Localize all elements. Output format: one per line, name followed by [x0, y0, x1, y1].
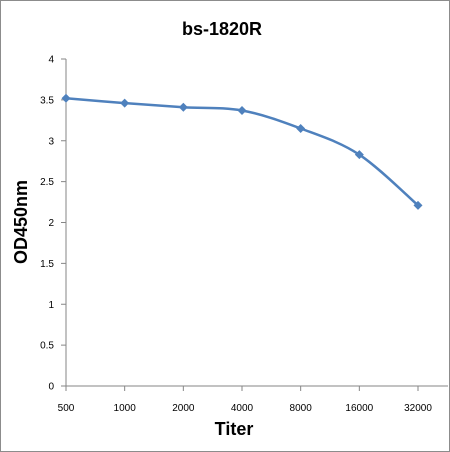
y-tick-label: 1.5	[40, 259, 54, 270]
plot-area: 0 0.5 1 1.5 2 2.5 3 3.5 4 500 1000 2000 4000 8000 1600…	[40, 55, 448, 414]
y-tick-label: 2	[48, 218, 54, 229]
data-point-marker	[178, 102, 188, 112]
data-point-marker	[354, 150, 364, 160]
y-tick-label: 0	[48, 382, 54, 393]
x-tick-label: 500	[58, 403, 75, 414]
y-tick-label: 1	[48, 300, 54, 311]
chart-title: bs-1820R	[182, 19, 262, 39]
x-tick-label: 8000	[290, 403, 313, 414]
y-axis-title: OD450nm	[11, 180, 31, 264]
x-tick-label: 4000	[231, 403, 254, 414]
x-tick-label: 32000	[404, 403, 432, 414]
data-point-marker	[237, 106, 247, 116]
y-tick-label: 4	[48, 55, 54, 66]
x-tick-label: 1000	[114, 403, 137, 414]
x-axis-title: Titer	[215, 419, 254, 439]
y-tick-label: 3	[48, 136, 54, 147]
data-point-marker	[296, 123, 306, 133]
data-point-marker	[61, 93, 71, 103]
y-tick-label: 3.5	[40, 95, 54, 106]
data-point-marker	[120, 98, 130, 108]
y-tick-label: 2.5	[40, 177, 54, 188]
x-tick-label: 16000	[345, 403, 373, 414]
data-point-marker	[413, 200, 423, 210]
x-tick-label: 2000	[172, 403, 195, 414]
y-tick-label: 0.5	[40, 341, 54, 352]
